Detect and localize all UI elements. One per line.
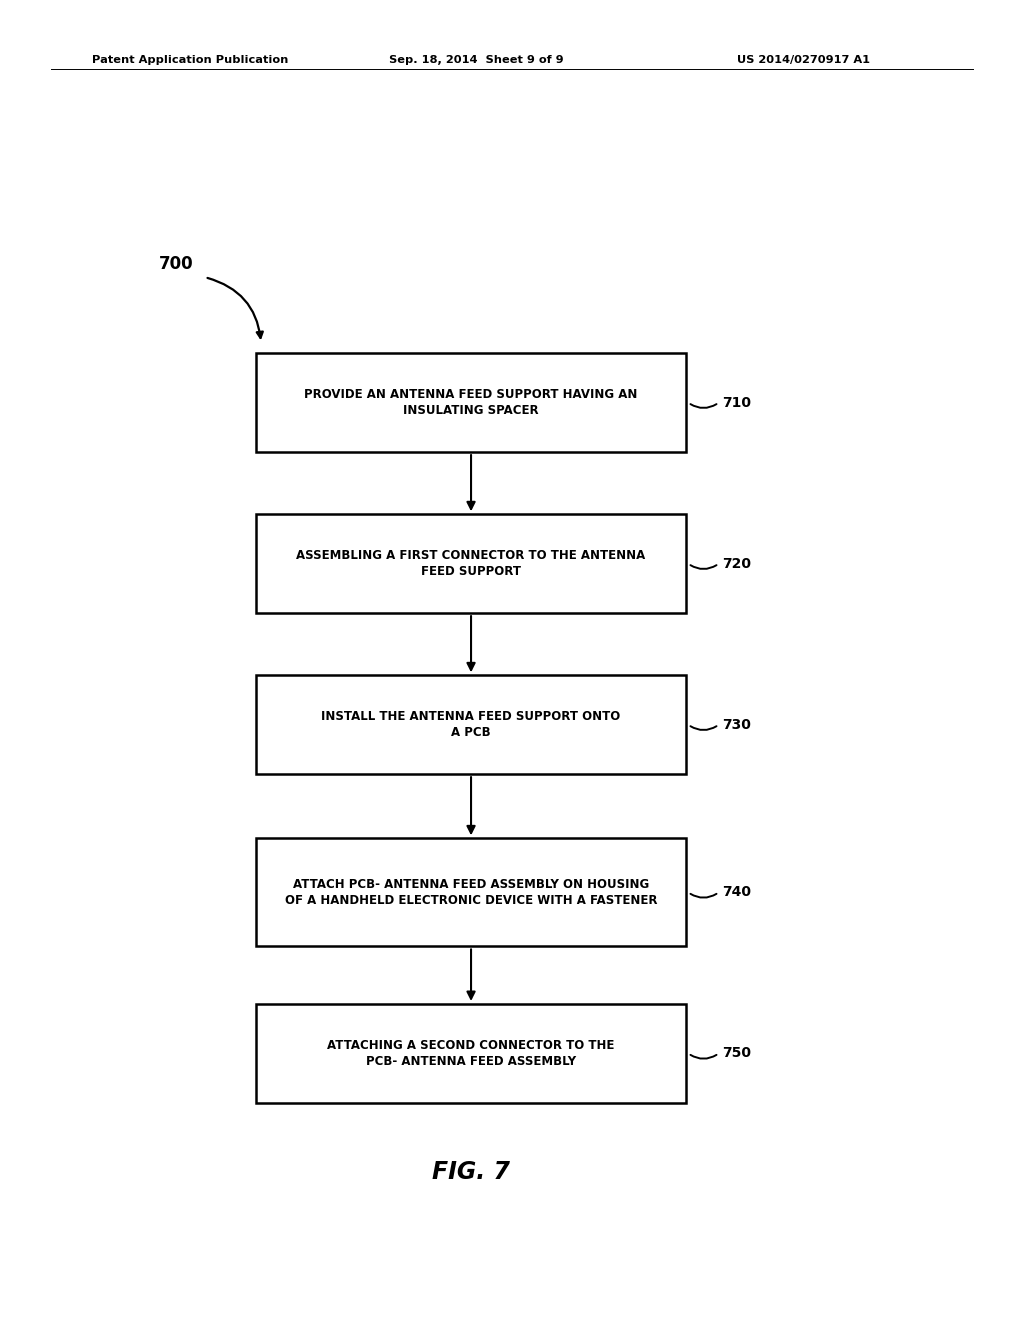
FancyArrowPatch shape <box>467 616 475 671</box>
Text: 720: 720 <box>722 557 751 570</box>
Text: 730: 730 <box>722 718 751 731</box>
Text: PROVIDE AN ANTENNA FEED SUPPORT HAVING AN
INSULATING SPACER: PROVIDE AN ANTENNA FEED SUPPORT HAVING A… <box>304 388 638 417</box>
FancyArrowPatch shape <box>690 1055 717 1059</box>
Text: FIG. 7: FIG. 7 <box>432 1160 510 1184</box>
Text: 710: 710 <box>722 396 751 409</box>
FancyArrowPatch shape <box>467 455 475 510</box>
FancyArrowPatch shape <box>467 949 475 999</box>
Bar <box>256 515 686 612</box>
Text: 700: 700 <box>159 255 194 273</box>
FancyArrowPatch shape <box>690 404 717 408</box>
Text: INSTALL THE ANTENNA FEED SUPPORT ONTO
A PCB: INSTALL THE ANTENNA FEED SUPPORT ONTO A … <box>322 710 621 739</box>
Text: ATTACHING A SECOND CONNECTOR TO THE
PCB- ANTENNA FEED ASSEMBLY: ATTACHING A SECOND CONNECTOR TO THE PCB-… <box>328 1039 614 1068</box>
Text: Sep. 18, 2014  Sheet 9 of 9: Sep. 18, 2014 Sheet 9 of 9 <box>389 55 564 66</box>
Bar <box>256 354 686 451</box>
Text: ATTACH PCB- ANTENNA FEED ASSEMBLY ON HOUSING
OF A HANDHELD ELECTRONIC DEVICE WIT: ATTACH PCB- ANTENNA FEED ASSEMBLY ON HOU… <box>285 878 657 907</box>
FancyArrowPatch shape <box>690 726 717 730</box>
FancyArrowPatch shape <box>690 894 717 898</box>
Text: ASSEMBLING A FIRST CONNECTOR TO THE ANTENNA
FEED SUPPORT: ASSEMBLING A FIRST CONNECTOR TO THE ANTE… <box>296 549 646 578</box>
Bar <box>256 675 686 774</box>
Bar <box>256 838 686 946</box>
FancyArrowPatch shape <box>467 777 475 833</box>
Bar <box>256 1003 686 1104</box>
Text: 750: 750 <box>722 1047 751 1060</box>
FancyArrowPatch shape <box>690 565 717 569</box>
Text: 740: 740 <box>722 886 751 899</box>
Text: Patent Application Publication: Patent Application Publication <box>92 55 289 66</box>
FancyArrowPatch shape <box>208 279 263 338</box>
Text: US 2014/0270917 A1: US 2014/0270917 A1 <box>737 55 870 66</box>
